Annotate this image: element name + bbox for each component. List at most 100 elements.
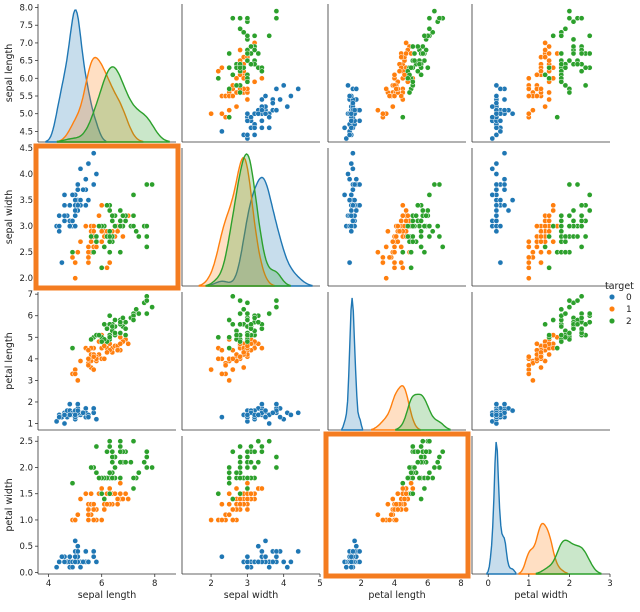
scatter-point-2 bbox=[109, 459, 116, 466]
scatter-point-1 bbox=[208, 517, 214, 523]
scatter-point-2 bbox=[259, 325, 265, 332]
scatter-point-1 bbox=[385, 228, 391, 235]
y-axis-label-sepal-width: sepal width bbox=[4, 190, 15, 245]
y-tick-label: 4.5 bbox=[19, 127, 33, 137]
scatter-point-2 bbox=[409, 238, 416, 245]
kde-curve-0 bbox=[341, 297, 364, 431]
scatter-point-2 bbox=[421, 485, 428, 492]
scatter-point-0 bbox=[266, 564, 273, 571]
scatter-point-0 bbox=[262, 414, 269, 420]
scatter-point-1 bbox=[85, 362, 92, 369]
y-tick-label: 1 bbox=[28, 420, 33, 430]
panel-sepal-width-vs-sepal-length: 2.0 2.5 3.0 3.5 4.0 4.5 sepal width bbox=[4, 144, 176, 287]
x-tick-label: 8 bbox=[152, 579, 157, 589]
scatter-point-0 bbox=[493, 160, 500, 167]
scatter-point-2 bbox=[578, 68, 585, 75]
scatter-point-2 bbox=[562, 238, 569, 245]
scatter-point-0 bbox=[93, 416, 100, 423]
legend-marker-0 bbox=[608, 293, 616, 301]
scatter-point-1 bbox=[398, 244, 405, 250]
scatter-point-2 bbox=[578, 212, 585, 219]
scatter-point-0 bbox=[493, 218, 500, 224]
scatter-point-2 bbox=[414, 202, 421, 209]
scatter-point-0 bbox=[74, 202, 81, 209]
scatter-point-0 bbox=[90, 553, 97, 560]
scatter-point-2 bbox=[413, 212, 419, 219]
x-tick-label: 2 bbox=[567, 579, 572, 589]
scatter-point-1 bbox=[215, 355, 222, 362]
scatter-point-2 bbox=[143, 233, 150, 240]
scatter-point-2 bbox=[429, 29, 436, 36]
y-tick-label: 8.0 bbox=[19, 4, 33, 14]
scatter-point-2 bbox=[409, 233, 416, 240]
scatter-point-0 bbox=[350, 100, 356, 106]
scatter-point-0 bbox=[350, 165, 356, 172]
scatter-point-1 bbox=[530, 377, 536, 384]
scatter-point-2 bbox=[436, 181, 443, 188]
scatter-point-2 bbox=[237, 464, 243, 471]
y-axis-label-petal-length: petal length bbox=[4, 332, 15, 389]
y-tick-label: 1.5 bbox=[19, 490, 33, 500]
scatter-point-0 bbox=[80, 409, 86, 416]
scatter-point-1 bbox=[398, 259, 405, 266]
scatter-point-2 bbox=[233, 82, 240, 89]
scatter-point-0 bbox=[255, 412, 262, 418]
scatter-point-2 bbox=[244, 485, 251, 492]
scatter-point-0 bbox=[348, 117, 355, 124]
scatter-point-0 bbox=[72, 197, 79, 203]
scatter-point-2 bbox=[106, 233, 113, 240]
scatter-point-0 bbox=[489, 114, 496, 121]
y-tick-label: 5.0 bbox=[19, 110, 33, 120]
scatter-point-0 bbox=[80, 559, 86, 565]
scatter-point-0 bbox=[341, 192, 348, 198]
scatter-point-2 bbox=[436, 233, 443, 240]
scatter-point-2 bbox=[93, 233, 100, 240]
scatter-point-0 bbox=[501, 107, 508, 114]
scatter-point-0 bbox=[269, 409, 276, 416]
scatter-point-0 bbox=[353, 176, 360, 183]
scatter-point-2 bbox=[143, 244, 150, 250]
scatter-point-0 bbox=[277, 96, 283, 103]
scatter-point-2 bbox=[566, 330, 573, 336]
panel-petal-width-vs-sepal-width: 2 3 4 5 sepal width bbox=[181, 436, 323, 601]
scatter-point-0 bbox=[295, 86, 302, 92]
scatter-point-0 bbox=[493, 132, 500, 138]
scatter-point-0 bbox=[90, 405, 97, 412]
scatter-point-2 bbox=[578, 50, 585, 57]
scatter-point-0 bbox=[501, 186, 508, 193]
scatter-point-2 bbox=[419, 50, 426, 57]
scatter-point-2 bbox=[109, 212, 116, 219]
scatter-point-0 bbox=[493, 93, 500, 99]
scatter-point-2 bbox=[259, 68, 265, 75]
panel-sepal-length-vs-sepal-width bbox=[181, 4, 320, 143]
scatter-point-2 bbox=[562, 25, 569, 32]
scatter-point-1 bbox=[389, 496, 396, 502]
scatter-point-0 bbox=[219, 128, 225, 135]
scatter-point-1 bbox=[530, 249, 536, 256]
scatter-point-2 bbox=[135, 469, 142, 476]
scatter-point-0 bbox=[74, 186, 81, 193]
scatter-point-2 bbox=[106, 469, 113, 476]
scatter-point-1 bbox=[237, 501, 243, 508]
scatter-point-1 bbox=[85, 249, 92, 256]
scatter-point-1 bbox=[85, 347, 92, 354]
scatter-point-2 bbox=[273, 15, 280, 22]
scatter-point-1 bbox=[538, 86, 544, 92]
scatter-point-2 bbox=[226, 469, 233, 476]
x-tick-label: 3 bbox=[607, 579, 612, 589]
scatter-point-2 bbox=[237, 454, 243, 460]
scatter-point-0 bbox=[273, 86, 280, 92]
scatter-point-2 bbox=[423, 212, 429, 219]
scatter-point-2 bbox=[69, 345, 76, 351]
x-tick-label: 8 bbox=[458, 579, 463, 589]
y-tick-label: 6 bbox=[28, 312, 33, 322]
scatter-point-0 bbox=[262, 110, 269, 117]
y-tick-label: 7.0 bbox=[19, 39, 33, 49]
scatter-point-2 bbox=[586, 207, 593, 214]
scatter-point-0 bbox=[61, 412, 68, 418]
scatter-point-1 bbox=[104, 264, 110, 271]
scatter-point-0 bbox=[66, 223, 73, 229]
scatter-point-1 bbox=[546, 228, 552, 235]
scatter-point-2 bbox=[414, 459, 421, 466]
scatter-point-2 bbox=[566, 212, 573, 219]
